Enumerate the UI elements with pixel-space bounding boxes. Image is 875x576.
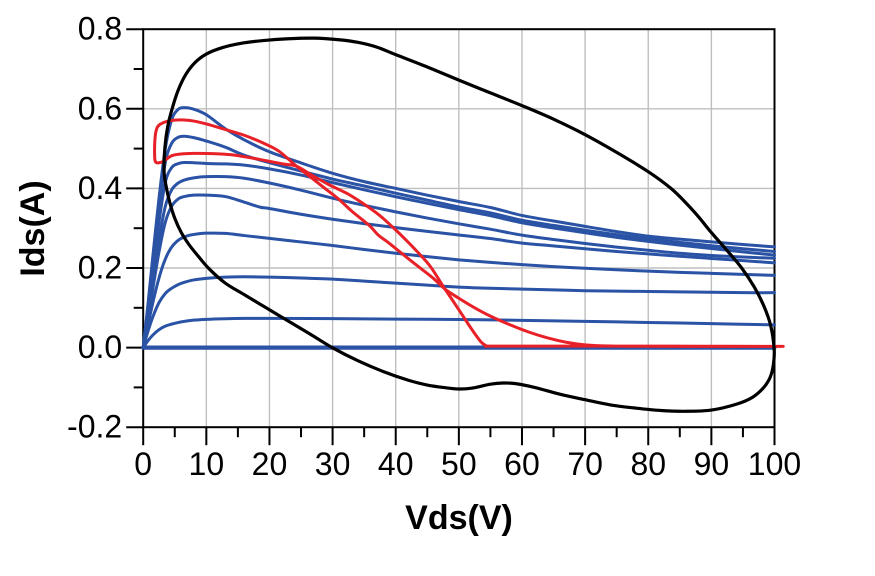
- y-tick-label: 0.2: [78, 250, 122, 286]
- x-tick-label: 50: [441, 446, 477, 482]
- x-tick-label: 30: [315, 446, 351, 482]
- y-tick-label: 0.6: [78, 90, 122, 126]
- curves: [141, 36, 785, 413]
- y-tick-label: 0.0: [78, 329, 122, 365]
- iv-curve-1: [141, 106, 776, 350]
- y-axis-title: Ids(A): [14, 180, 52, 276]
- x-tick-label: 60: [504, 446, 540, 482]
- x-tick-label: 100: [748, 446, 801, 482]
- dynamic-load-line: [153, 118, 785, 348]
- axis-ticks: [126, 28, 776, 446]
- x-tick-label: 80: [630, 446, 666, 482]
- tick-labels: 0 10 20 30 40 50 60 70 80 90 100 -0.2 0.0 0.2 0.4 0.6 0.…: [67, 11, 801, 483]
- y-tick-label: 0.8: [78, 11, 122, 47]
- y-tick-label: 0.4: [78, 170, 122, 206]
- x-tick-label: 20: [252, 446, 288, 482]
- grid-lines: [143, 29, 775, 428]
- x-axis-title: Vds(V): [405, 499, 513, 537]
- iv-curve-8: [141, 316, 776, 350]
- y-tick-label: -0.2: [67, 409, 122, 445]
- iv-curve-3: [141, 160, 776, 350]
- x-tick-label: 70: [567, 446, 603, 482]
- x-tick-label: 10: [189, 446, 225, 482]
- iv-curve-2: [141, 134, 776, 350]
- x-tick-label: 40: [378, 446, 414, 482]
- x-tick-label: 90: [694, 446, 730, 482]
- outer-loop: [162, 36, 776, 413]
- x-tick-label: 0: [134, 446, 152, 482]
- iv-curve-6: [141, 231, 776, 350]
- iv-curve-7: [141, 275, 776, 350]
- iv-curve-4: [141, 174, 776, 350]
